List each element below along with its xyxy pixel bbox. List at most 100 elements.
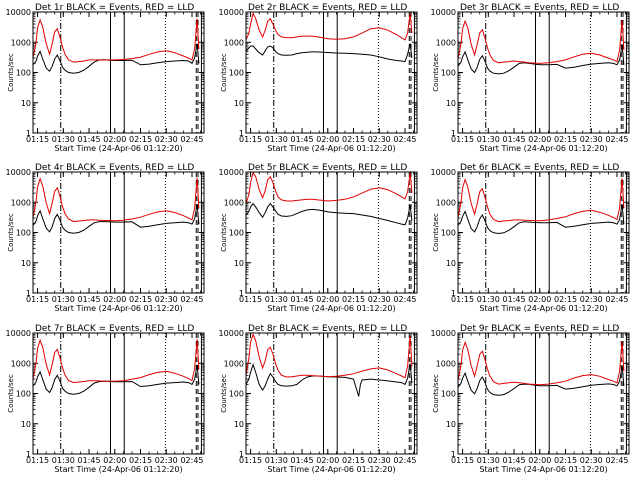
x-tick-label: 02:15 — [554, 456, 577, 465]
events-series-line — [33, 43, 200, 74]
y-tick-label: 10 — [21, 420, 31, 429]
y-tick-label: 1 — [26, 289, 31, 298]
x-tick-label: 02:45 — [605, 456, 628, 465]
x-axis-label: Start Time (24-Apr-06 01:12:20) — [479, 144, 607, 153]
x-tick-label: 02:00 — [528, 456, 551, 465]
panel-title: Det 3r BLACK = Events, RED = LLD — [460, 3, 619, 13]
x-tick-label: 01:45 — [78, 456, 101, 465]
y-tick-label: 1 — [26, 450, 31, 459]
y-tick-label: 10 — [446, 259, 456, 268]
y-axis-label: Counts/sec — [7, 374, 15, 413]
panel-title: Det 1r BLACK = Events, RED = LLD — [35, 3, 194, 13]
panel-title: Det 5r BLACK = Events, RED = LLD — [248, 163, 407, 173]
x-tick-label: 01:15 — [239, 456, 262, 465]
events-series-line — [458, 366, 625, 396]
y-tick-label: 1000 — [224, 38, 244, 47]
x-tick-label: 02:45 — [393, 456, 416, 465]
x-tick-label: 01:15 — [26, 135, 49, 144]
x-tick-label: 01:15 — [26, 456, 49, 465]
x-tick-label: 01:30 — [477, 135, 500, 144]
x-tick-label: 02:30 — [368, 456, 391, 465]
x-tick-label: 01:45 — [503, 456, 526, 465]
y-tick-label: 100 — [229, 390, 244, 399]
lld-series-line — [458, 178, 625, 223]
panel-title: Det 8r BLACK = Events, RED = LLD — [248, 324, 407, 334]
y-tick-label: 10000 — [6, 8, 31, 17]
plot-frame — [32, 332, 205, 455]
x-tick-label: 01:30 — [265, 135, 288, 144]
x-tick-label: 02:15 — [554, 135, 577, 144]
x-tick-label: 01:30 — [477, 456, 500, 465]
x-tick-label: 02:30 — [368, 135, 391, 144]
y-tick-label: 1 — [239, 129, 244, 138]
y-tick-label: 100 — [229, 229, 244, 238]
x-tick-label: 02:00 — [528, 135, 551, 144]
y-tick-label: 1 — [239, 450, 244, 459]
plot-frame — [32, 11, 205, 134]
panel-title: Det 7r BLACK = Events, RED = LLD — [35, 324, 194, 334]
plot-frame — [457, 11, 630, 134]
y-tick-label: 10 — [21, 259, 31, 268]
x-tick-label: 02:45 — [180, 456, 203, 465]
y-tick-label: 1 — [239, 289, 244, 298]
events-series-line — [246, 202, 413, 226]
y-tick-label: 10000 — [431, 329, 456, 338]
y-axis-label: Counts/sec — [432, 213, 440, 252]
lld-series-line — [246, 172, 413, 204]
events-series-line — [246, 362, 413, 397]
panel-det-6: Det 6r BLACK = Events, RED = LLD 1 10 100 10… — [431, 163, 630, 313]
y-tick-label: 100 — [229, 69, 244, 78]
panel-det-7: Det 7r BLACK = Events, RED = LLD 1 10 100 10… — [6, 324, 205, 474]
x-tick-label: 02:45 — [180, 135, 203, 144]
y-tick-label: 1000 — [11, 359, 31, 368]
y-tick-label: 10000 — [431, 168, 456, 177]
x-tick-label: 02:00 — [316, 135, 339, 144]
panel-title: Det 2r BLACK = Events, RED = LLD — [248, 3, 407, 13]
x-tick-label: 01:15 — [451, 135, 474, 144]
x-tick-label: 01:15 — [239, 295, 262, 304]
x-tick-label: 02:45 — [605, 295, 628, 304]
x-tick-label: 01:45 — [291, 295, 314, 304]
y-axis-label: Counts/sec — [432, 374, 440, 413]
y-tick-label: 10 — [234, 420, 244, 429]
events-series-line — [33, 204, 200, 234]
x-tick-label: 01:15 — [451, 456, 474, 465]
x-tick-label: 01:45 — [78, 295, 101, 304]
lld-series-line — [458, 340, 625, 386]
x-tick-label: 02:00 — [528, 295, 551, 304]
x-tick-label: 01:30 — [477, 295, 500, 304]
x-tick-label: 01:45 — [503, 295, 526, 304]
y-tick-label: 10000 — [431, 8, 456, 17]
x-tick-label: 02:00 — [103, 295, 126, 304]
y-tick-label: 100 — [16, 229, 31, 238]
lld-series-line — [33, 338, 200, 384]
y-axis-label: Counts/sec — [7, 53, 15, 92]
x-tick-label: 02:30 — [155, 295, 178, 304]
panel-title: Det 4r BLACK = Events, RED = LLD — [35, 163, 194, 173]
x-tick-label: 01:15 — [239, 135, 262, 144]
events-series-line — [246, 43, 413, 63]
y-tick-label: 10 — [446, 420, 456, 429]
panel-det-2: Det 2r BLACK = Events, RED = LLD 1 10 100 10… — [219, 3, 418, 153]
plot-frame — [457, 171, 630, 294]
y-tick-label: 100 — [16, 69, 31, 78]
x-tick-label: 01:30 — [52, 456, 75, 465]
x-tick-label: 02:00 — [316, 456, 339, 465]
x-tick-label: 02:45 — [393, 295, 416, 304]
y-tick-label: 1 — [451, 450, 456, 459]
x-axis-label: Start Time (24-Apr-06 01:12:20) — [479, 304, 607, 313]
y-tick-label: 1000 — [436, 38, 456, 47]
panel-det-8: Det 8r BLACK = Events, RED = LLD 1 10 100 10… — [219, 324, 418, 474]
panel-det-5: Det 5r BLACK = Events, RED = LLD 1 10 100 10… — [219, 163, 418, 313]
panel-det-3: Det 3r BLACK = Events, RED = LLD 1 10 100 10… — [431, 3, 630, 153]
events-series-line — [458, 45, 625, 75]
x-tick-label: 02:30 — [155, 456, 178, 465]
x-axis-label: Start Time (24-Apr-06 01:12:20) — [267, 144, 395, 153]
panel-det-4: Det 4r BLACK = Events, RED = LLD 1 10 100 10… — [6, 163, 205, 313]
x-tick-label: 02:45 — [180, 295, 203, 304]
x-tick-label: 01:15 — [451, 295, 474, 304]
x-tick-label: 02:15 — [129, 135, 152, 144]
panel-det-1: Det 1r BLACK = Events, RED = LLD 1 10 100 10… — [6, 3, 205, 153]
y-tick-label: 1 — [26, 129, 31, 138]
x-tick-label: 02:30 — [580, 135, 603, 144]
